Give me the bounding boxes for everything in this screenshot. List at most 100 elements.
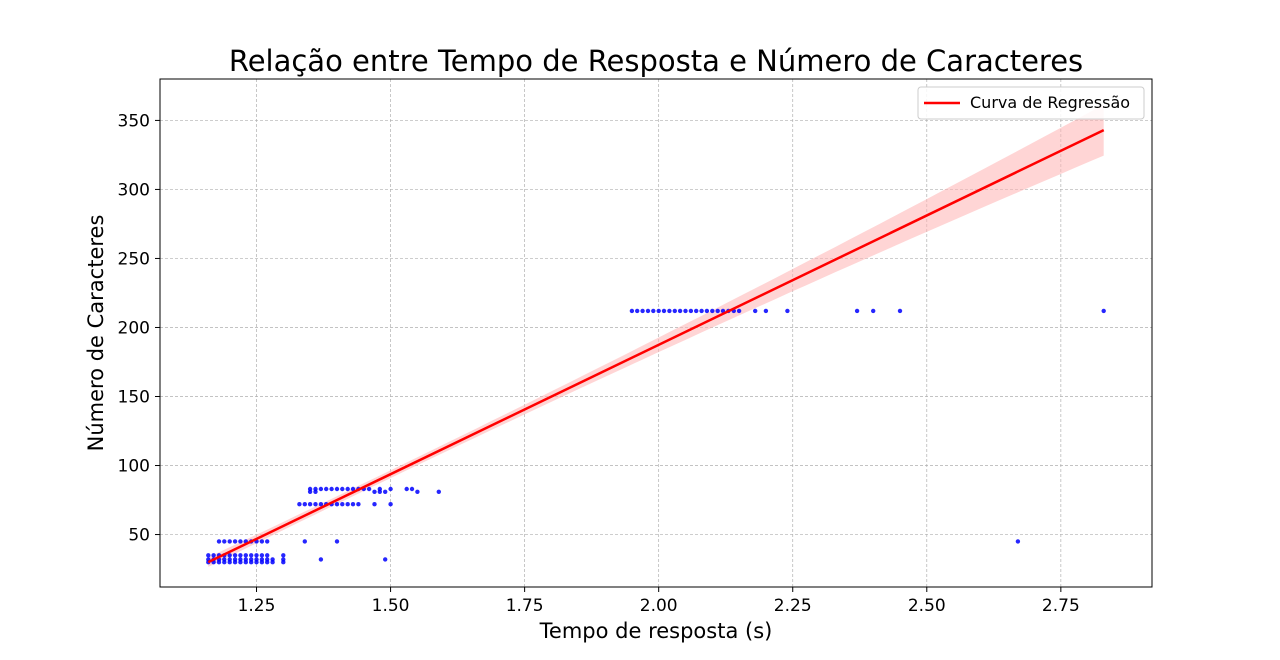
x-tick-label: 2.75 bbox=[1042, 596, 1080, 616]
x-tick-label: 1.75 bbox=[506, 596, 544, 616]
data-point bbox=[704, 308, 710, 314]
data-point bbox=[415, 489, 420, 494]
data-point bbox=[259, 553, 265, 558]
data-point bbox=[232, 539, 238, 544]
chart-title: Relação entre Tempo de Resposta e Número… bbox=[229, 44, 1083, 78]
data-point bbox=[334, 486, 340, 492]
data-point bbox=[318, 557, 324, 562]
data-point bbox=[383, 557, 388, 562]
data-point bbox=[302, 502, 307, 507]
data-point bbox=[232, 557, 238, 562]
confidence-band bbox=[208, 104, 1104, 567]
data-point bbox=[699, 308, 704, 314]
x-tick-label: 2.25 bbox=[774, 596, 812, 616]
data-point bbox=[222, 557, 227, 562]
data-point bbox=[345, 502, 350, 507]
data-points bbox=[206, 308, 1106, 565]
data-point bbox=[270, 557, 275, 562]
data-point bbox=[249, 557, 254, 562]
data-point bbox=[661, 308, 667, 314]
data-point bbox=[254, 553, 259, 558]
data-point bbox=[243, 553, 248, 558]
data-point bbox=[265, 557, 270, 562]
data-point bbox=[329, 486, 334, 492]
legend: Curva de Regressão bbox=[917, 86, 1145, 120]
data-point bbox=[340, 502, 345, 507]
data-point bbox=[785, 308, 790, 314]
data-point bbox=[227, 553, 232, 558]
data-point bbox=[313, 502, 318, 507]
data-point bbox=[265, 553, 270, 558]
data-point bbox=[243, 557, 248, 562]
data-point bbox=[313, 486, 318, 492]
y-tick-label: 300 bbox=[118, 180, 150, 200]
x-axis-label: Tempo de resposta (s) bbox=[539, 619, 773, 643]
x-tick-label: 2.00 bbox=[640, 596, 678, 616]
y-tick-label: 50 bbox=[128, 526, 150, 546]
data-point bbox=[377, 486, 382, 492]
data-point bbox=[715, 308, 720, 314]
y-tick-label: 200 bbox=[118, 318, 150, 338]
data-point bbox=[265, 539, 270, 544]
data-point bbox=[854, 308, 860, 314]
data-point bbox=[753, 308, 758, 314]
data-point bbox=[404, 486, 409, 492]
y-tick-label: 150 bbox=[118, 388, 150, 408]
data-point bbox=[259, 557, 265, 562]
x-tick-label: 2.50 bbox=[908, 596, 946, 616]
data-point bbox=[897, 308, 903, 314]
y-tick-label: 100 bbox=[118, 457, 150, 477]
data-point bbox=[356, 502, 361, 507]
data-point bbox=[281, 557, 286, 562]
data-point bbox=[206, 553, 211, 558]
data-point bbox=[222, 539, 227, 544]
y-tick-label: 250 bbox=[118, 249, 150, 269]
data-point bbox=[318, 486, 324, 492]
regression-line bbox=[207, 128, 1105, 564]
data-point bbox=[1101, 308, 1106, 314]
data-point bbox=[350, 486, 356, 492]
data-point bbox=[318, 502, 324, 507]
data-point bbox=[1015, 539, 1021, 544]
data-point bbox=[297, 502, 302, 507]
regression-line-path bbox=[207, 128, 1105, 564]
data-point bbox=[677, 308, 683, 314]
data-point bbox=[736, 308, 742, 314]
data-point bbox=[629, 308, 635, 314]
data-point bbox=[635, 308, 640, 314]
data-point bbox=[302, 539, 307, 544]
data-point bbox=[645, 308, 651, 314]
data-point bbox=[238, 553, 243, 558]
data-point bbox=[334, 539, 340, 544]
data-point bbox=[409, 486, 415, 492]
data-point bbox=[254, 557, 259, 562]
data-point bbox=[345, 486, 350, 492]
data-point bbox=[388, 486, 393, 492]
data-point bbox=[307, 486, 313, 492]
data-point bbox=[281, 553, 286, 558]
y-axis-ticks: 50 100 150 200 250 300 350 bbox=[118, 111, 160, 546]
data-point bbox=[436, 489, 441, 494]
y-axis-label: Número de Caracteres bbox=[84, 215, 108, 452]
data-point bbox=[238, 557, 243, 562]
data-point bbox=[232, 553, 238, 558]
data-point bbox=[324, 486, 329, 492]
x-axis-ticks: 1.25 1.50 1.75 2.00 2.25 2.50 2.75 bbox=[238, 587, 1080, 616]
data-point bbox=[640, 308, 645, 314]
confidence-band-area bbox=[208, 104, 1104, 567]
data-point bbox=[249, 553, 254, 558]
grid-lines bbox=[160, 79, 1152, 587]
data-point bbox=[350, 502, 356, 507]
data-point bbox=[656, 308, 661, 314]
plot-frame bbox=[159, 78, 1153, 588]
data-point bbox=[651, 308, 656, 314]
data-point bbox=[340, 486, 345, 492]
data-point bbox=[211, 553, 216, 558]
data-point bbox=[307, 502, 313, 507]
data-point bbox=[667, 308, 672, 314]
x-tick-label: 1.50 bbox=[372, 596, 410, 616]
data-point bbox=[238, 539, 243, 544]
legend-entry-regression: Curva de Regressão bbox=[970, 93, 1130, 112]
data-point bbox=[259, 539, 265, 544]
